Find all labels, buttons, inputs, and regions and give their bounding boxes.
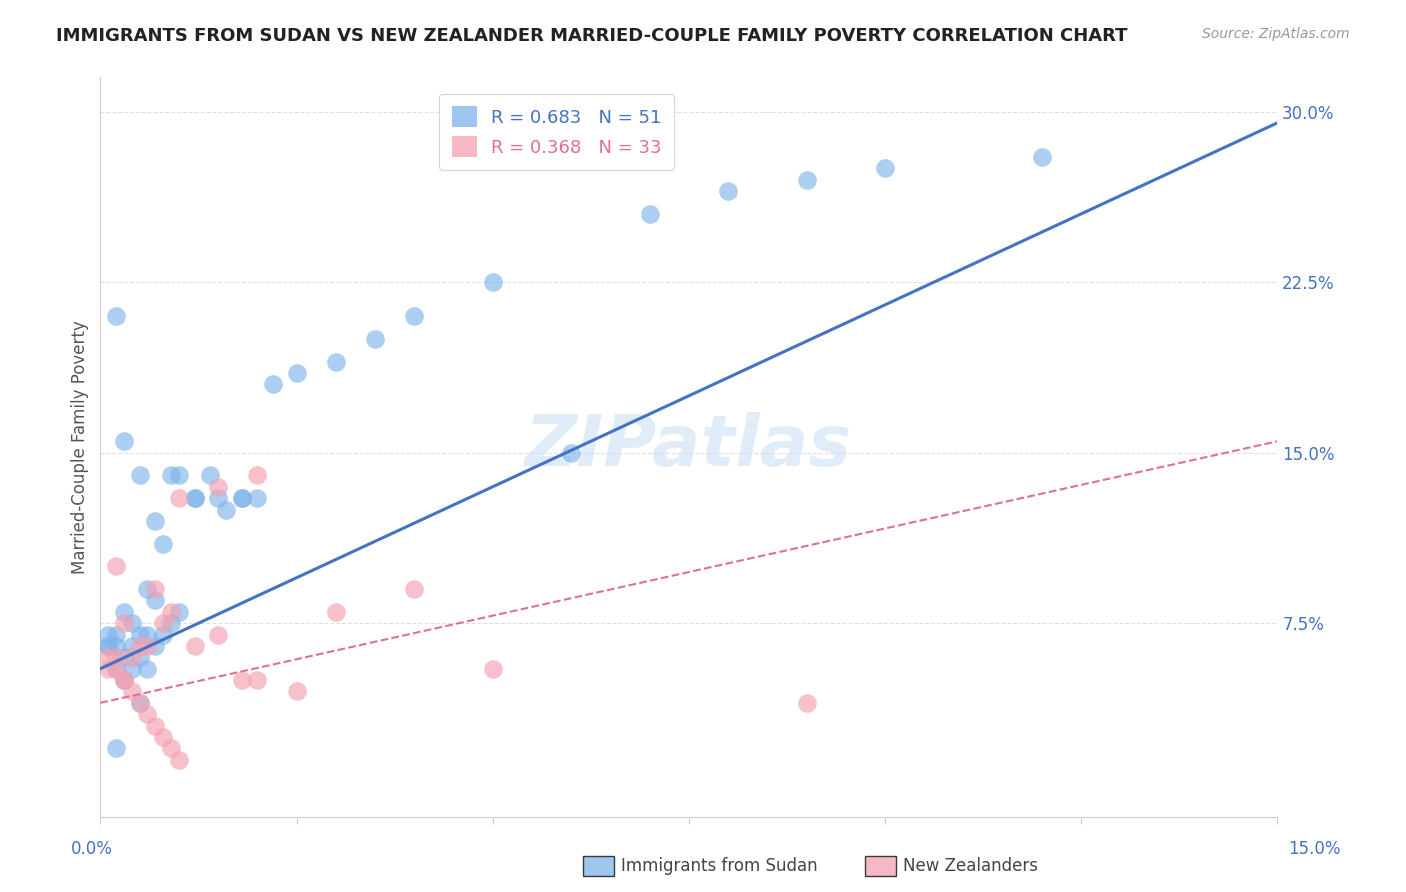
Point: [152, 627, 174, 641]
Point: [128, 468, 150, 483]
Point: [285, 684, 308, 698]
Text: New Zealanders: New Zealanders: [903, 857, 1038, 875]
Point: [873, 161, 896, 176]
Point: [231, 673, 253, 687]
Text: Source: ZipAtlas.com: Source: ZipAtlas.com: [1202, 27, 1350, 41]
Point: [404, 310, 426, 324]
Point: [167, 605, 190, 619]
Point: [128, 639, 150, 653]
Point: [183, 639, 205, 653]
Point: [136, 627, 159, 641]
Point: [207, 627, 229, 641]
Point: [638, 207, 661, 221]
Legend: R = 0.683   N = 51, R = 0.368   N = 33: R = 0.683 N = 51, R = 0.368 N = 33: [439, 94, 675, 169]
Point: [152, 616, 174, 631]
Point: [717, 184, 740, 198]
Text: Immigrants from Sudan: Immigrants from Sudan: [621, 857, 818, 875]
Point: [246, 468, 269, 483]
Point: [160, 468, 183, 483]
Point: [143, 639, 166, 653]
Point: [112, 673, 135, 687]
Point: [128, 696, 150, 710]
Point: [167, 468, 190, 483]
Point: [183, 491, 205, 505]
Point: [112, 434, 135, 449]
Point: [121, 662, 143, 676]
Point: [160, 605, 183, 619]
Point: [105, 639, 128, 653]
Point: [112, 616, 135, 631]
Point: [231, 491, 253, 505]
Point: [481, 275, 503, 289]
Point: [105, 662, 128, 676]
Point: [105, 650, 128, 665]
Text: 0.0%: 0.0%: [70, 840, 112, 858]
Point: [136, 707, 159, 722]
Point: [200, 468, 222, 483]
Point: [207, 480, 229, 494]
Point: [796, 173, 818, 187]
Point: [97, 627, 120, 641]
Point: [152, 730, 174, 744]
Text: IMMIGRANTS FROM SUDAN VS NEW ZEALANDER MARRIED-COUPLE FAMILY POVERTY CORRELATION: IMMIGRANTS FROM SUDAN VS NEW ZEALANDER M…: [56, 27, 1128, 45]
Point: [121, 616, 143, 631]
Point: [143, 582, 166, 596]
Point: [325, 355, 347, 369]
Point: [128, 650, 150, 665]
Point: [97, 662, 120, 676]
Point: [285, 366, 308, 380]
Point: [152, 536, 174, 550]
Point: [112, 673, 135, 687]
Point: [207, 491, 229, 505]
Point: [97, 639, 120, 653]
Point: [364, 332, 387, 346]
Point: [121, 639, 143, 653]
Point: [105, 627, 128, 641]
Point: [105, 559, 128, 574]
Point: [105, 662, 128, 676]
Point: [136, 639, 159, 653]
Point: [560, 445, 582, 459]
Point: [136, 582, 159, 596]
Point: [183, 491, 205, 505]
Point: [481, 662, 503, 676]
Point: [167, 491, 190, 505]
Point: [215, 502, 238, 516]
Point: [143, 718, 166, 732]
Point: [246, 673, 269, 687]
Text: ZIPatlas: ZIPatlas: [524, 412, 852, 482]
Point: [143, 593, 166, 607]
Point: [404, 582, 426, 596]
Point: [143, 514, 166, 528]
Point: [128, 627, 150, 641]
Y-axis label: Married-Couple Family Poverty: Married-Couple Family Poverty: [72, 320, 89, 574]
Point: [105, 741, 128, 756]
Text: 15.0%: 15.0%: [1288, 840, 1341, 858]
Point: [121, 650, 143, 665]
Point: [97, 650, 120, 665]
Point: [112, 605, 135, 619]
Point: [136, 662, 159, 676]
Point: [325, 605, 347, 619]
Point: [97, 639, 120, 653]
Point: [128, 696, 150, 710]
Point: [1031, 150, 1053, 164]
Point: [112, 650, 135, 665]
Point: [796, 696, 818, 710]
Point: [105, 310, 128, 324]
Point: [231, 491, 253, 505]
Point: [246, 491, 269, 505]
Point: [262, 377, 284, 392]
Point: [160, 616, 183, 631]
Point: [121, 684, 143, 698]
Point: [112, 673, 135, 687]
Point: [167, 753, 190, 767]
Point: [160, 741, 183, 756]
